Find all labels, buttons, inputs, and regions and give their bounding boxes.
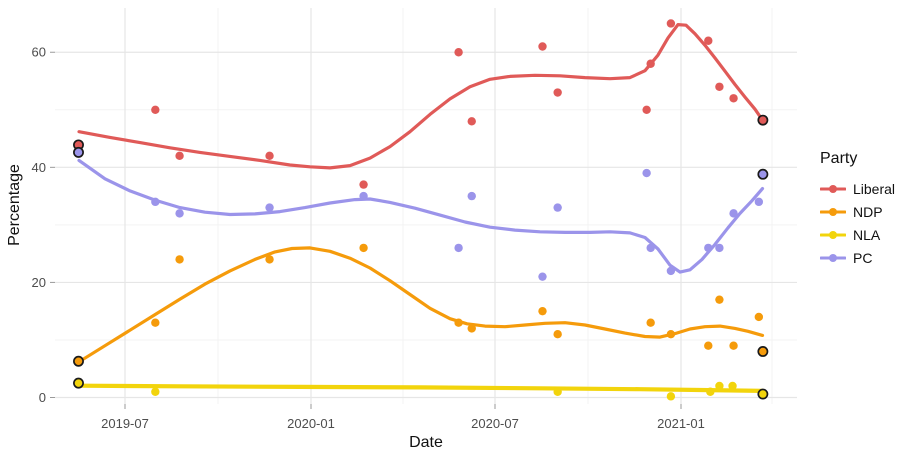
- y-tick-label: 0: [39, 390, 46, 405]
- liberal-poll-point: [715, 82, 724, 91]
- liberal-trend-line: [77, 23, 765, 170]
- legend-item-nla: NLA: [820, 223, 895, 246]
- nla-trend-line: [76, 383, 765, 393]
- pc-poll-point: [642, 168, 651, 178]
- ndp-poll-point: [729, 341, 738, 350]
- x-tick-label: 2021-01: [657, 416, 705, 431]
- ndp-poll-point: [538, 306, 547, 316]
- legend: Party Liberal NDP NLA PC: [820, 150, 895, 269]
- y-tick-label: 40: [32, 160, 46, 175]
- y-tick-label: 20: [32, 275, 46, 290]
- ndp-election-result-point: [757, 346, 769, 357]
- legend-title: Party: [820, 150, 858, 167]
- ndp-poll-point: [359, 243, 368, 253]
- ndp-poll-point: [754, 312, 764, 322]
- pc-trend-line: [77, 158, 765, 274]
- pc-poll-point: [467, 191, 476, 201]
- y-axis-title: Percentage: [6, 164, 23, 246]
- legend-label: PC: [853, 249, 873, 266]
- pc-poll-point: [265, 203, 274, 212]
- x-tick-label: 2020-07: [471, 416, 519, 431]
- ndp-poll-point: [704, 341, 713, 350]
- ndp-poll-point: [715, 295, 724, 304]
- x-tick-label: 2019-07: [101, 416, 149, 431]
- pc-poll-point: [175, 209, 184, 218]
- pc-poll-point: [729, 209, 738, 218]
- ndp-poll-point: [265, 255, 274, 264]
- x-tick-label: 2020-01: [287, 416, 335, 431]
- liberal-poll-point: [553, 88, 562, 97]
- liberal-poll-point: [151, 105, 160, 114]
- pc-poll-point: [553, 203, 562, 212]
- legend-key-pc-icon: [820, 253, 846, 262]
- legend-key-liberal-icon: [820, 184, 846, 193]
- liberal-poll-point: [467, 117, 476, 126]
- ndp-poll-point: [553, 330, 562, 339]
- legend-items: Liberal NDP NLA PC: [820, 177, 895, 269]
- ndp-poll-point: [467, 324, 476, 333]
- liberal-poll-point: [359, 180, 368, 189]
- pc-poll-point: [715, 243, 724, 253]
- y-tick-label: 60: [32, 45, 46, 60]
- ndp-election-result-point: [73, 355, 84, 367]
- nla-poll-point: [666, 392, 676, 401]
- liberal-poll-point: [175, 151, 184, 161]
- liberal-poll-point: [265, 151, 274, 161]
- ndp-trend-line: [77, 246, 765, 364]
- x-axis-title: Date: [409, 434, 443, 451]
- pc-poll-point: [454, 243, 463, 253]
- liberal-poll-point: [666, 19, 676, 28]
- liberal-poll-point: [454, 48, 463, 57]
- legend-label: NLA: [853, 226, 881, 243]
- nla-poll-point: [728, 381, 737, 391]
- nla-poll-point: [715, 381, 724, 391]
- pc-election-result-point: [73, 146, 84, 158]
- ndp-poll-point: [646, 318, 655, 327]
- legend-key-nla-icon: [820, 230, 846, 239]
- liberal-poll-point: [642, 105, 651, 114]
- legend-label: Liberal: [853, 180, 896, 197]
- liberal-poll-point: [538, 42, 547, 51]
- nla-poll-point: [151, 387, 160, 396]
- legend-item-liberal: Liberal: [820, 177, 895, 200]
- nla-election-result-point: [757, 388, 769, 400]
- legend-item-ndp: NDP: [820, 200, 895, 223]
- liberal-election-result-point: [757, 114, 769, 126]
- ndp-poll-point: [151, 318, 160, 327]
- liberal-poll-point: [704, 36, 713, 45]
- nla-election-result-point: [73, 377, 84, 389]
- pc-election-result-point: [757, 168, 769, 180]
- liberal-poll-point: [729, 94, 738, 103]
- legend-label: NDP: [853, 203, 883, 220]
- legend-key-ndp-icon: [820, 207, 846, 216]
- pc-poll-point: [538, 272, 547, 281]
- ndp-poll-point: [175, 255, 184, 264]
- pc-poll-point: [754, 197, 764, 207]
- legend-item-pc: PC: [820, 246, 895, 269]
